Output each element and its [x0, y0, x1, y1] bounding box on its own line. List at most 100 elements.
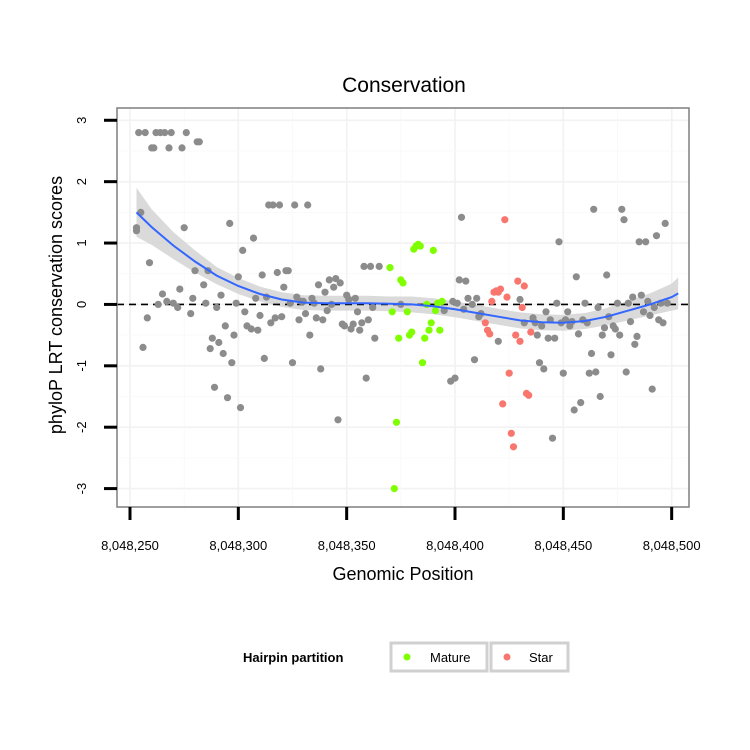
point-other	[366, 262, 375, 270]
point-other	[618, 205, 626, 213]
point-other	[219, 349, 227, 358]
point-other	[462, 277, 470, 285]
point-other	[260, 354, 268, 362]
point-other	[180, 224, 188, 232]
smooth-line-layer	[135, 211, 679, 324]
point-other	[191, 267, 199, 275]
point-other	[548, 434, 557, 442]
y-tick-label: 0	[74, 301, 89, 308]
point-other	[340, 322, 349, 330]
point-mature	[392, 418, 401, 426]
point-other	[364, 316, 372, 324]
point-star	[512, 331, 520, 339]
point-other	[228, 359, 236, 367]
point-other	[555, 238, 563, 246]
point-other	[314, 281, 323, 289]
point-other	[473, 294, 481, 302]
point-other	[256, 311, 264, 320]
point-other	[622, 368, 630, 376]
x-tick-label: 8,048,300	[209, 538, 267, 553]
point-other	[288, 359, 297, 367]
point-other	[241, 308, 249, 316]
point-other	[189, 294, 197, 302]
point-other	[280, 283, 288, 291]
point-other	[581, 299, 589, 307]
point-mature	[388, 308, 396, 316]
point-other	[494, 337, 502, 345]
point-other	[167, 129, 175, 137]
point-mature	[438, 297, 446, 305]
point-star	[505, 369, 513, 377]
point-other	[659, 319, 667, 327]
point-other	[464, 294, 472, 302]
point-other	[200, 281, 208, 289]
point-other	[325, 276, 333, 284]
point-other	[633, 332, 641, 340]
point-other	[533, 331, 541, 339]
point-star	[499, 400, 507, 408]
point-other	[375, 262, 383, 270]
point-other	[273, 268, 281, 277]
point-other	[607, 351, 615, 359]
point-other	[321, 288, 329, 296]
y-axis-title: phyloP LRT conservation scores	[46, 176, 66, 434]
plot-border	[116, 107, 690, 508]
point-star	[496, 285, 505, 293]
point-other	[217, 291, 225, 299]
point-other	[564, 308, 572, 316]
point-other	[626, 318, 635, 326]
x-tick-label: 8,048,450	[534, 538, 592, 553]
point-other	[336, 279, 344, 287]
point-other	[611, 325, 619, 333]
point-other	[516, 295, 524, 304]
point-star	[507, 429, 515, 437]
point-other	[639, 308, 648, 316]
point-other	[334, 416, 342, 424]
point-other	[637, 291, 645, 299]
point-other	[629, 293, 637, 301]
point-other	[143, 314, 151, 322]
point-other	[577, 399, 585, 407]
point-other	[301, 310, 310, 318]
point-mature	[416, 242, 424, 250]
y-tick-label: -3	[74, 483, 89, 495]
axes: 8,048,250 8,048,300 8,048,350 8,048,400 8,04…	[74, 107, 701, 553]
point-other	[587, 349, 596, 358]
point-other	[345, 295, 353, 304]
point-star	[486, 330, 494, 338]
point-other	[304, 201, 312, 209]
point-other	[258, 271, 266, 279]
point-other	[652, 232, 661, 240]
point-other	[356, 326, 364, 334]
point-other	[585, 369, 593, 377]
point-other	[312, 314, 320, 322]
point-other	[453, 299, 461, 307]
point-other	[330, 283, 338, 291]
point-other	[598, 331, 606, 339]
point-other	[468, 300, 476, 308]
point-other	[327, 300, 336, 308]
y-tick-label: 3	[74, 117, 89, 124]
point-star	[509, 443, 518, 451]
point-star	[518, 303, 526, 312]
point-other	[275, 201, 284, 209]
point-other	[535, 359, 544, 367]
point-other	[332, 275, 340, 283]
point-other	[295, 316, 303, 324]
point-other	[154, 300, 162, 308]
point-other	[208, 334, 216, 342]
point-other	[542, 308, 550, 316]
point-other	[455, 276, 463, 284]
point-star	[525, 391, 533, 399]
point-other	[158, 290, 167, 298]
point-other	[278, 313, 286, 321]
point-star	[514, 277, 522, 285]
point-other	[230, 331, 238, 339]
point-other	[594, 303, 602, 312]
point-other	[559, 369, 567, 377]
point-mature	[399, 279, 407, 287]
point-other	[451, 374, 459, 382]
point-other	[178, 144, 186, 152]
point-mature	[436, 326, 444, 334]
